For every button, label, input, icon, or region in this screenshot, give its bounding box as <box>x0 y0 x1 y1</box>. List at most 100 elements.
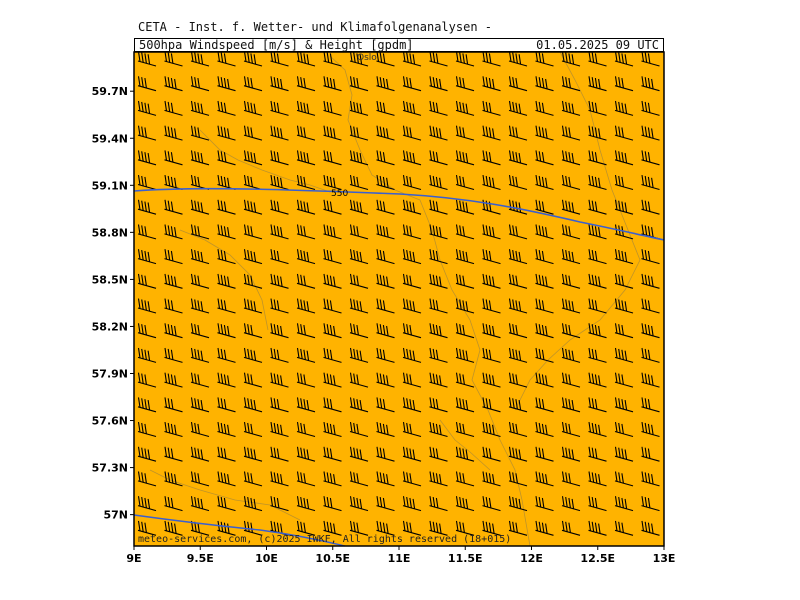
wind-barb <box>402 347 422 363</box>
wind-barb <box>296 471 316 487</box>
wind-barb <box>376 372 395 388</box>
wind-barbs <box>137 51 660 536</box>
wind-barb <box>137 471 157 487</box>
datetime-label: 01.05.2025 09 UTC <box>536 38 659 52</box>
wind-barb <box>588 273 607 289</box>
wind-barb <box>455 446 475 462</box>
wind-barb <box>349 199 369 215</box>
wind-barb <box>376 175 395 191</box>
wind-barb <box>349 323 369 339</box>
wind-barb <box>535 175 554 191</box>
wind-barb <box>561 347 581 363</box>
height-contour <box>133 187 665 241</box>
longitude-axis: 9E 9.5E 10E 10.5E 11E 11.5E 12E 12.5E 13E <box>126 546 675 565</box>
wind-barb <box>164 199 183 215</box>
wind-barb <box>243 273 263 289</box>
wind-barb <box>455 347 475 363</box>
wind-barb <box>190 76 210 92</box>
wind-barb <box>164 496 183 512</box>
wind-barb <box>243 298 263 314</box>
wind-barb <box>561 224 581 240</box>
wind-barb <box>190 273 210 289</box>
wind-barb <box>349 397 369 413</box>
wind-barb <box>270 323 289 339</box>
wind-barb <box>641 175 660 191</box>
wind-barb <box>482 125 501 141</box>
wind-barb <box>349 273 369 289</box>
wind-barb <box>561 100 581 116</box>
wind-barb <box>535 125 554 141</box>
wind-barb <box>561 125 581 141</box>
wind-barb <box>243 372 263 388</box>
wind-barb <box>323 471 342 487</box>
wind-barb <box>164 76 183 92</box>
wind-barb <box>429 125 448 141</box>
wind-barb <box>641 397 660 413</box>
wind-barb <box>323 175 342 191</box>
wind-barb <box>482 446 501 462</box>
height-contours <box>133 187 665 547</box>
wind-barb <box>270 76 289 92</box>
wind-barb <box>217 51 236 67</box>
wind-barb <box>535 422 554 438</box>
wind-barb <box>455 100 475 116</box>
wind-barb <box>217 496 236 512</box>
wind-barb <box>455 520 475 536</box>
wind-barb <box>164 51 183 67</box>
wind-barb <box>508 199 528 215</box>
coastline <box>149 469 301 521</box>
wind-barb <box>455 298 475 314</box>
wind-barb <box>508 471 528 487</box>
wind-barb <box>243 422 263 438</box>
wind-barb <box>614 100 634 116</box>
wind-barb <box>535 150 554 166</box>
wind-barb <box>376 397 395 413</box>
wind-barb <box>614 446 634 462</box>
wind-barb <box>296 100 316 116</box>
lat-tick-label: 59.4N <box>92 132 128 145</box>
wind-barb <box>508 51 528 67</box>
wind-barb <box>137 273 157 289</box>
wind-barb <box>508 496 528 512</box>
wind-barb <box>429 422 448 438</box>
wind-barb <box>270 100 289 116</box>
wind-barb <box>402 249 422 265</box>
lon-tick-label: 13E <box>653 552 676 565</box>
wind-barb <box>641 273 660 289</box>
wind-barb <box>455 76 475 92</box>
wind-barb <box>217 372 236 388</box>
wind-barb <box>429 273 448 289</box>
wind-barb <box>349 496 369 512</box>
wind-barb <box>217 224 236 240</box>
wind-barb <box>217 273 236 289</box>
wind-barb <box>243 125 263 141</box>
wind-barb <box>323 496 342 512</box>
wind-barb <box>535 273 554 289</box>
wind-barb <box>376 422 395 438</box>
wind-barb <box>482 51 501 67</box>
wind-barb <box>190 496 210 512</box>
wind-barb <box>137 249 157 265</box>
wind-barb <box>641 298 660 314</box>
wind-barb <box>429 224 448 240</box>
map-labels: Oslo 550 <box>331 53 377 199</box>
wind-barb <box>588 446 607 462</box>
wind-barb <box>614 372 634 388</box>
wind-barb <box>376 273 395 289</box>
lon-tick-label: 10.5E <box>315 552 350 565</box>
wind-barb <box>641 150 660 166</box>
wind-barb <box>270 397 289 413</box>
lon-tick-label: 12.5E <box>580 552 615 565</box>
wind-barb <box>270 224 289 240</box>
wind-barb <box>137 150 157 166</box>
wind-barb <box>270 51 289 67</box>
wind-barb <box>296 347 316 363</box>
wind-barb <box>561 150 581 166</box>
wind-barb <box>561 298 581 314</box>
wind-barb <box>296 273 316 289</box>
wind-barb <box>137 51 157 67</box>
wind-barb <box>376 125 395 141</box>
wind-barb <box>614 76 634 92</box>
wind-barb <box>164 224 183 240</box>
wind-barb <box>561 446 581 462</box>
